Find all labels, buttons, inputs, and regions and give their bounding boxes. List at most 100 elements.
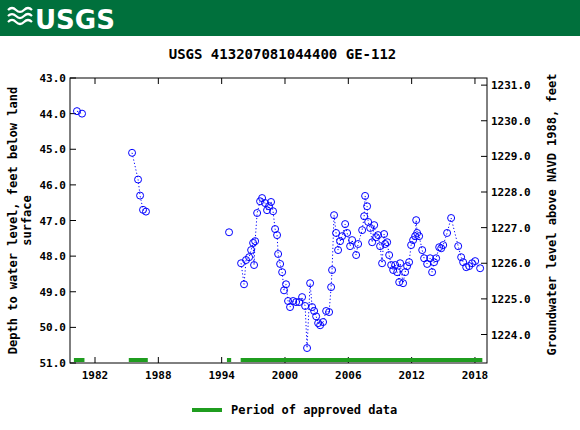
y-tick — [70, 291, 76, 292]
x-tick — [348, 78, 349, 84]
y2-tick-label: 1224.0 — [491, 329, 531, 342]
approved-period — [129, 358, 148, 362]
chart: USGS USGS 413207081044400 GE-112 1982 1988 1… — [0, 0, 580, 430]
y2-tick-label: 1226.0 — [491, 257, 531, 270]
y2-tick — [481, 227, 487, 228]
data-point — [381, 231, 388, 238]
data-point — [472, 258, 479, 265]
logo-text: USGS — [35, 5, 115, 35]
y2-axis-label: Groundwater level above NAVD 1988, feet — [545, 74, 559, 356]
y-axis-label: surface — [20, 195, 34, 246]
data-point — [339, 233, 346, 240]
y-tick — [70, 184, 76, 185]
y2-tick-label: 1225.0 — [491, 293, 531, 306]
approved-period — [241, 358, 483, 362]
data-point — [135, 176, 142, 183]
data-point — [440, 242, 447, 249]
y-axis-label: Depth to water level, feet below land — [6, 87, 20, 354]
data-point — [466, 263, 473, 270]
logo-wave — [8, 8, 32, 12]
y-tick-label: 50.0 — [40, 321, 67, 334]
x-tick-label: 2000 — [272, 369, 299, 382]
data-point — [379, 260, 386, 267]
data-point — [266, 203, 273, 210]
data-point — [394, 269, 401, 276]
data-point — [416, 233, 423, 240]
data-point — [254, 210, 261, 217]
x-tick — [284, 78, 285, 84]
legend-swatch — [192, 408, 222, 412]
y2-tick — [481, 192, 487, 193]
data-point — [384, 239, 391, 246]
data-point — [307, 280, 314, 287]
data-point — [326, 309, 333, 316]
x-tick-label: 2012 — [398, 369, 425, 382]
y2-tick — [481, 156, 487, 157]
y2-tick — [481, 334, 487, 335]
plot-data — [73, 108, 483, 362]
data-point — [359, 227, 366, 234]
data-point — [302, 303, 309, 310]
data-point — [344, 229, 351, 236]
data-point — [406, 259, 413, 266]
data-point — [419, 247, 426, 254]
y-tick-label: 43.0 — [40, 72, 67, 85]
data-point — [342, 221, 349, 228]
y-tick-label: 47.0 — [40, 215, 67, 228]
x-tick-label: 1982 — [82, 369, 109, 382]
data-point — [400, 280, 407, 287]
data-point — [304, 345, 311, 352]
data-point — [355, 241, 362, 248]
legend-label: Period of approved data — [231, 403, 397, 417]
data-point — [371, 222, 378, 229]
y2-tick — [481, 85, 487, 86]
x-tick — [95, 357, 96, 363]
x-tick-label: 1988 — [145, 369, 172, 382]
plot-frame — [70, 78, 487, 363]
data-point — [129, 149, 136, 156]
data-point — [477, 265, 484, 272]
title: USGS 413207081044400 GE-112 — [169, 46, 397, 62]
data-point — [226, 229, 233, 236]
x-tick — [411, 78, 412, 84]
data-point — [382, 241, 389, 248]
data-point — [251, 262, 258, 269]
x-tick-label: 2006 — [335, 369, 362, 382]
series-line — [77, 111, 480, 348]
data-point — [331, 212, 338, 219]
x-tick — [158, 357, 159, 363]
data-point — [413, 217, 420, 224]
y-tick — [70, 220, 76, 221]
y2-tick — [481, 263, 487, 264]
data-point — [248, 247, 255, 254]
y-tick-label: 49.0 — [40, 286, 67, 299]
data-point — [386, 252, 393, 259]
logo-wave — [8, 20, 32, 24]
data-point — [283, 281, 290, 288]
y-tick-label: 45.0 — [40, 143, 67, 156]
data-point — [315, 320, 322, 327]
approved-period — [227, 358, 231, 362]
y-tick — [70, 327, 76, 328]
x-tick-label: 2018 — [462, 369, 489, 382]
y-tick-label: 48.0 — [40, 250, 67, 263]
data-point — [335, 247, 342, 254]
y-tick-label: 44.0 — [40, 108, 67, 121]
data-point — [433, 255, 440, 262]
y2-tick-label: 1228.0 — [491, 186, 531, 199]
y-tick — [70, 149, 76, 150]
y-tick-label: 51.0 — [40, 357, 67, 370]
data-point — [270, 208, 277, 215]
x-tick — [474, 78, 475, 84]
data-point — [246, 254, 253, 261]
y2-tick — [481, 298, 487, 299]
data-point — [362, 192, 369, 199]
data-point — [279, 269, 286, 276]
data-point — [329, 267, 336, 274]
data-point — [364, 203, 371, 210]
data-point — [429, 269, 436, 276]
data-point — [353, 252, 360, 259]
y2-tick-label: 1229.0 — [491, 150, 531, 163]
data-point — [241, 281, 248, 288]
y2-tick-label: 1230.0 — [491, 115, 531, 128]
